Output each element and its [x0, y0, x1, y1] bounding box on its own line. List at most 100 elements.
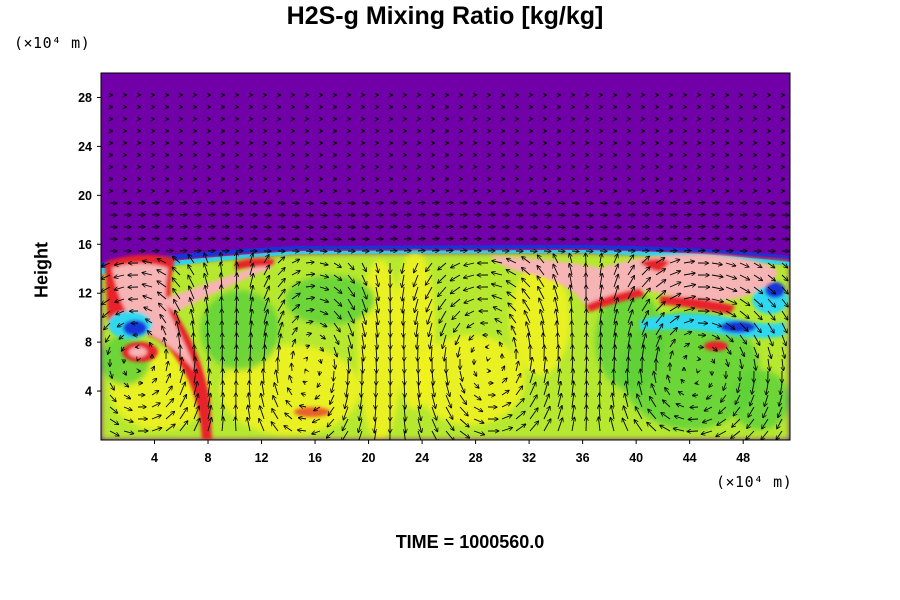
wind-vector — [557, 251, 565, 252]
wind-vector — [431, 394, 436, 409]
wind-vector — [473, 394, 481, 400]
wind-vector — [681, 379, 684, 383]
wind-vector — [165, 411, 175, 420]
wind-vector — [767, 274, 775, 281]
wind-vector — [753, 274, 763, 281]
wind-vector — [160, 315, 167, 324]
wind-vector — [438, 274, 447, 283]
wind-vector — [291, 282, 300, 288]
wind-vector — [158, 292, 167, 300]
wind-vector — [151, 403, 160, 408]
wind-vector — [669, 260, 680, 264]
wind-vector — [778, 406, 783, 418]
wind-vector — [101, 274, 111, 279]
wind-vector — [446, 370, 448, 385]
wind-vector — [627, 265, 634, 276]
y-axis-ticks: 4 8 12 16 20 24 28 — [78, 91, 101, 399]
wind-vector — [725, 334, 733, 342]
wind-vector — [586, 393, 587, 408]
chart-title: H2S-g Mixing Ratio [kg/kg] — [286, 2, 604, 30]
wind-vector — [640, 369, 642, 384]
wind-vector — [157, 270, 167, 276]
wind-vector — [648, 409, 657, 420]
wind-vector — [333, 262, 341, 268]
wind-vector — [445, 251, 453, 252]
wind-vector — [143, 261, 153, 263]
wind-vector — [669, 271, 681, 276]
wind-vector — [376, 262, 378, 273]
wind-vector — [452, 310, 461, 320]
wind-vector — [655, 335, 661, 348]
wind-vector — [641, 288, 650, 300]
wind-vector — [179, 227, 187, 228]
wind-vector — [431, 251, 439, 252]
field-patch — [730, 370, 790, 430]
wind-vector — [598, 417, 600, 432]
wind-vector — [623, 406, 629, 420]
wind-vector — [739, 310, 749, 319]
wind-vector — [487, 359, 488, 361]
wind-vector — [781, 274, 788, 281]
wind-vector — [361, 262, 366, 272]
wind-vector — [501, 415, 512, 420]
wind-vector — [165, 386, 172, 396]
wind-vector — [375, 286, 379, 301]
wind-vector — [305, 251, 313, 252]
wind-vector — [510, 314, 517, 324]
wind-vector — [515, 399, 524, 408]
wind-vector — [557, 227, 565, 228]
wind-vector — [277, 257, 285, 264]
wind-vector — [627, 276, 635, 288]
wind-vector — [670, 351, 673, 360]
wind-vector — [600, 253, 602, 264]
wind-vector — [459, 430, 470, 438]
wind-vector — [683, 296, 695, 300]
wind-vector — [291, 259, 300, 264]
wind-vector — [683, 273, 695, 275]
wind-vector — [711, 334, 720, 339]
wind-vector — [263, 275, 270, 288]
plot-frame — [100, 72, 791, 441]
wind-vector — [193, 251, 201, 252]
wind-vector — [739, 322, 748, 331]
wind-vector — [766, 382, 768, 395]
wind-vector — [150, 343, 152, 348]
wind-vector — [684, 355, 687, 359]
wind-vector — [529, 395, 537, 408]
wind-vector — [725, 286, 737, 291]
wind-vector — [114, 275, 125, 278]
wind-vector — [330, 394, 335, 404]
wind-vector — [522, 267, 531, 276]
wind-vector — [374, 418, 376, 433]
wind-vector — [537, 255, 545, 264]
wind-vector — [108, 346, 110, 354]
wind-vector — [402, 298, 404, 313]
wind-vector — [665, 388, 671, 396]
wind-vector — [145, 319, 153, 324]
wind-vector — [376, 322, 378, 337]
wind-vector — [625, 393, 629, 408]
wind-vector — [429, 322, 433, 337]
wind-vector — [179, 251, 187, 252]
wind-vector — [683, 308, 695, 312]
y-tick-label: 28 — [78, 91, 92, 105]
wind-vector — [431, 346, 432, 361]
wind-vector — [725, 322, 735, 329]
wind-vector — [711, 287, 723, 289]
blob-red-right — [704, 341, 728, 351]
wind-vector — [285, 413, 293, 420]
wind-vector — [438, 262, 447, 270]
wind-vector — [361, 310, 366, 324]
wind-vector — [193, 227, 201, 228]
wind-vector — [711, 298, 723, 302]
wind-vector — [151, 428, 162, 432]
wind-vector — [655, 313, 664, 324]
wind-vector — [725, 262, 736, 266]
wind-vector — [402, 286, 404, 301]
wind-vector — [142, 273, 153, 275]
wind-vector — [124, 371, 126, 375]
wind-vector — [750, 394, 755, 406]
wind-vector — [193, 418, 200, 432]
wind-vector — [529, 408, 538, 420]
wind-vector — [445, 215, 453, 216]
